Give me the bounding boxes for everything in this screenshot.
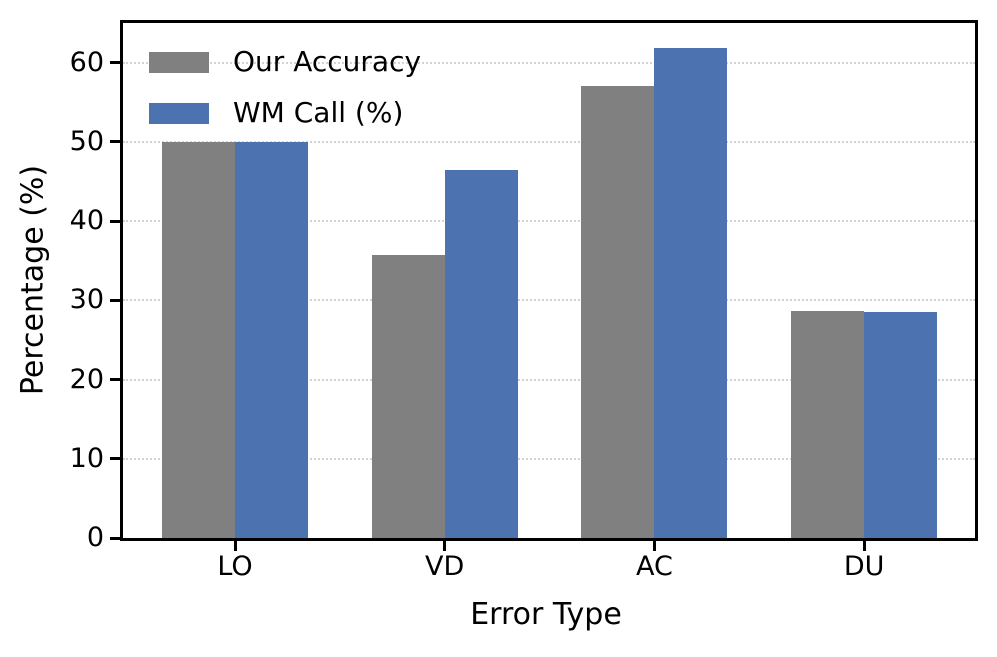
y-tick-label-20: 20 xyxy=(69,363,104,395)
x-tick-mark-du xyxy=(862,541,866,551)
y-tick-mark-30 xyxy=(110,298,120,302)
y-tick-mark-40 xyxy=(110,219,120,223)
x-tick-label-du: DU xyxy=(843,551,885,582)
gridline-20 xyxy=(123,378,975,381)
gridline-10 xyxy=(123,457,975,460)
gridline-40 xyxy=(123,220,975,223)
bar-series1-lo xyxy=(162,141,235,538)
y-tick-mark-60 xyxy=(110,61,120,65)
legend-label-1: Our Accuracy xyxy=(233,45,422,78)
legend-item-2: WM Call (%) xyxy=(149,98,421,128)
x-tick-mark-lo xyxy=(233,541,237,551)
y-tick-label-60: 60 xyxy=(69,46,104,78)
bar-series1-vd xyxy=(371,255,445,538)
gridline-50 xyxy=(123,140,975,143)
x-tick-mark-ac xyxy=(652,541,656,551)
y-tick-mark-50 xyxy=(110,140,120,144)
y-tick-mark-0 xyxy=(110,536,120,540)
y-tick-label-10: 10 xyxy=(69,442,104,474)
gridline-60 xyxy=(123,61,975,64)
y-tick-mark-20 xyxy=(110,378,120,382)
y-axis-label: Percentage (%) xyxy=(15,164,51,396)
gridline-30 xyxy=(123,299,975,302)
y-tick-mark-10 xyxy=(110,457,120,461)
legend: Our Accuracy WM Call (%) xyxy=(149,47,421,149)
legend-swatch-2 xyxy=(149,102,209,124)
bar-series2-du xyxy=(864,312,938,538)
y-tick-label-0: 0 xyxy=(86,522,104,553)
x-tick-label-vd: VD xyxy=(425,551,465,582)
y-tick-label-40: 40 xyxy=(69,205,104,237)
bar-series2-lo xyxy=(235,141,308,538)
bar-series2-vd xyxy=(444,170,518,538)
legend-label-2: WM Call (%) xyxy=(233,96,404,129)
legend-swatch-1 xyxy=(149,51,209,73)
legend-item-1: Our Accuracy xyxy=(149,47,421,77)
x-axis-label: Error Type xyxy=(470,597,622,632)
x-tick-mark-vd xyxy=(443,541,447,551)
bar-series1-ac xyxy=(581,85,655,538)
y-tick-label-50: 50 xyxy=(69,125,104,157)
bar-series1-du xyxy=(791,311,865,538)
x-tick-label-lo: LO xyxy=(217,551,253,582)
y-tick-label-30: 30 xyxy=(69,284,104,316)
plot-area: Our Accuracy WM Call (%) xyxy=(120,20,978,541)
bar-series2-ac xyxy=(654,47,728,538)
x-tick-label-ac: AC xyxy=(635,551,673,582)
